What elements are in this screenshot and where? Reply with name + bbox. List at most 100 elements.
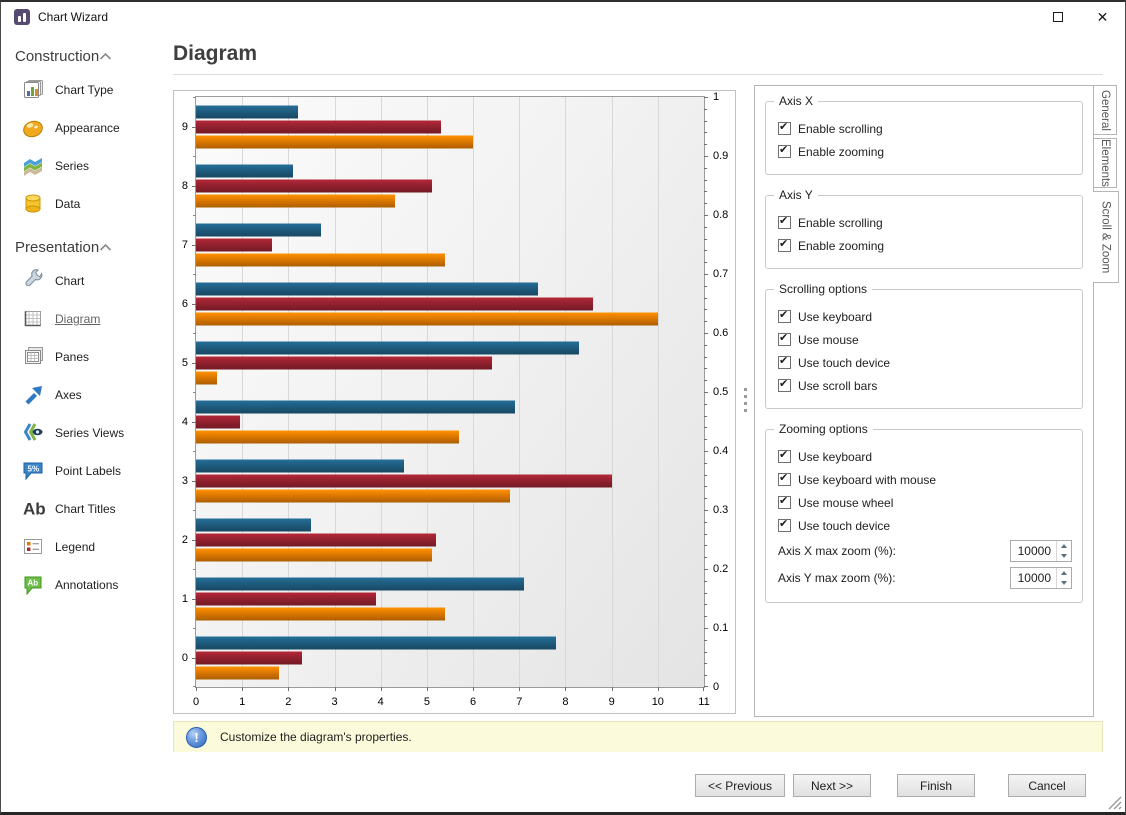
checkbox-use-keyboard[interactable]: ✔ Use keyboard xyxy=(778,445,1072,468)
x-axis-label: 9 xyxy=(608,696,615,708)
sidebar-item-appearance[interactable]: Appearance xyxy=(1,109,167,147)
checkbox-use-mouse-wheel[interactable]: ✔ Use mouse wheel xyxy=(778,491,1072,514)
section-header-presentation[interactable]: Presentation xyxy=(1,223,167,262)
secondary-axis-tick xyxy=(704,651,707,653)
checkbox-use-touch-device[interactable]: ✔ Use touch device xyxy=(778,351,1072,374)
sidebar-item-chart-type[interactable]: Chart Type xyxy=(1,71,167,109)
tab-scroll-zoom[interactable]: Scroll & Zoom xyxy=(1092,191,1119,283)
sidebar-item-label: Point Labels xyxy=(55,464,122,478)
spin-editor-axis-x-max-zoom[interactable]: 10000 xyxy=(1010,539,1072,562)
group-scrolling-options: Scrolling options ✔ Use keyboard ✔ Use mouse… xyxy=(765,282,1083,409)
sidebar-item-panes[interactable]: Panes xyxy=(1,338,167,376)
checkbox-label: Enable zooming xyxy=(798,144,885,159)
checkbox-use-keyboard[interactable]: ✔ Use keyboard xyxy=(778,305,1072,328)
close-icon: ✕ xyxy=(1096,9,1109,25)
spin-down-button[interactable] xyxy=(1057,578,1071,588)
scroll-zoom-tab-page: Axis X ✔ Enable scrolling ✔ Enable zooming Ax… xyxy=(754,85,1094,717)
spin-editor-axis-y-max-zoom[interactable]: 10000 xyxy=(1010,566,1072,589)
checkmark-icon: ✔ xyxy=(779,378,789,390)
x-axis-tick xyxy=(334,687,336,691)
checkbox-enable-zooming[interactable]: ✔ Enable zooming xyxy=(778,140,1072,163)
spin-value[interactable]: 10000 xyxy=(1017,543,1051,558)
group-axis-y: Axis Y ✔ Enable scrolling ✔ Enable zooming xyxy=(765,188,1083,269)
bar-group xyxy=(196,341,704,384)
info-bar: ! Customize the diagram's properties. xyxy=(173,721,1103,753)
checkbox-enable-scrolling[interactable]: ✔ Enable scrolling xyxy=(778,117,1072,140)
sidebar-item-axes[interactable]: Axes xyxy=(1,376,167,414)
secondary-axis-tick xyxy=(704,616,707,618)
secondary-axis-tick xyxy=(704,569,708,570)
x-axis-tick xyxy=(242,687,244,691)
spin-value[interactable]: 10000 xyxy=(1017,570,1051,585)
group-caption: Scrolling options xyxy=(774,282,873,296)
sidebar-item-point-labels[interactable]: 5% Point Labels xyxy=(1,452,167,490)
checkbox-use-mouse[interactable]: ✔ Use mouse xyxy=(778,328,1072,351)
series-icon xyxy=(21,154,45,178)
bar-series-red xyxy=(196,238,273,251)
splitter-handle[interactable] xyxy=(741,384,749,416)
bar-series-blue xyxy=(196,223,321,236)
checkmark-icon: ✔ xyxy=(779,518,789,530)
checkbox-enable-zooming[interactable]: ✔ Enable zooming xyxy=(778,234,1072,257)
tab-general[interactable]: General xyxy=(1093,85,1117,135)
previous-button[interactable]: << Previous xyxy=(694,774,785,797)
checkbox-enable-scrolling[interactable]: ✔ Enable scrolling xyxy=(778,211,1072,234)
checkbox-use-touch-device[interactable]: ✔ Use touch device xyxy=(778,514,1072,537)
cancel-button[interactable]: Cancel xyxy=(1008,774,1086,797)
finish-button[interactable]: Finish xyxy=(897,774,975,797)
sidebar-item-annotations[interactable]: Ab Annotations xyxy=(1,566,167,604)
sidebar-item-legend[interactable]: Legend xyxy=(1,528,167,566)
category-band: 0 xyxy=(182,628,704,687)
gridline xyxy=(242,97,244,687)
secondary-axis-tick xyxy=(704,215,708,216)
sidebar-item-chart[interactable]: Chart xyxy=(1,262,167,300)
spin-up-button[interactable] xyxy=(1057,541,1071,551)
checkmark-icon: ✔ xyxy=(779,238,789,250)
secondary-axis-tick xyxy=(704,203,707,205)
sidebar-item-series-views[interactable]: Series Views xyxy=(1,414,167,452)
x-axis-label: 7 xyxy=(516,696,523,708)
checkbox-use-keyboard-with-mouse[interactable]: ✔ Use keyboard with mouse xyxy=(778,468,1072,491)
section-header-construction[interactable]: Construction xyxy=(1,32,167,71)
gridline xyxy=(657,97,659,687)
x-axis-label: 3 xyxy=(331,696,338,708)
secondary-axis-label: 1 xyxy=(713,91,720,103)
bar-series-red xyxy=(196,356,492,369)
axis-tick xyxy=(192,244,196,246)
category-band: 3 xyxy=(182,451,704,510)
close-button[interactable]: ✕ xyxy=(1080,2,1125,32)
secondary-axis-tick xyxy=(704,226,707,228)
secondary-axis-label: 0.2 xyxy=(713,563,729,575)
checkbox-use-scroll-bars[interactable]: ✔ Use scroll bars xyxy=(778,374,1072,397)
secondary-axis-tick xyxy=(704,486,707,488)
gridline xyxy=(519,97,521,687)
x-axis-tick xyxy=(703,687,704,691)
spin-up-button[interactable] xyxy=(1057,568,1071,578)
sidebar-item-chart-titles[interactable]: Ab Chart Titles xyxy=(1,490,167,528)
x-axis-label: 10 xyxy=(651,696,664,708)
axis-minor-tick xyxy=(193,156,196,157)
checkmark-icon: ✔ xyxy=(779,215,789,227)
secondary-axis-label: 0.6 xyxy=(713,327,729,339)
tab-elements[interactable]: Elements xyxy=(1093,138,1117,188)
bar-group xyxy=(196,282,704,325)
wizard-sidebar: Construction Chart Type Appearance Series Da… xyxy=(1,32,167,752)
spin-down-button[interactable] xyxy=(1057,551,1071,561)
sidebar-item-diagram[interactable]: Diagram xyxy=(1,300,167,338)
next-button[interactable]: Next >> xyxy=(793,774,871,797)
bar-group xyxy=(196,577,704,620)
spin-label: Axis X max zoom (%): xyxy=(778,543,897,558)
bar-series-blue xyxy=(196,636,557,649)
x-axis-label: 2 xyxy=(285,696,292,708)
x-axis-tick xyxy=(380,687,382,691)
category-label: 0 xyxy=(181,651,188,664)
sidebar-item-data[interactable]: Data xyxy=(1,185,167,223)
sidebar-item-label: Axes xyxy=(55,388,82,402)
maximize-button[interactable] xyxy=(1035,2,1080,32)
spin-label: Axis Y max zoom (%): xyxy=(778,570,896,585)
resize-grip[interactable] xyxy=(1108,796,1122,810)
checkmark-icon: ✔ xyxy=(779,332,789,344)
sidebar-item-series[interactable]: Series xyxy=(1,147,167,185)
sidebar-item-label: Diagram xyxy=(55,312,101,326)
